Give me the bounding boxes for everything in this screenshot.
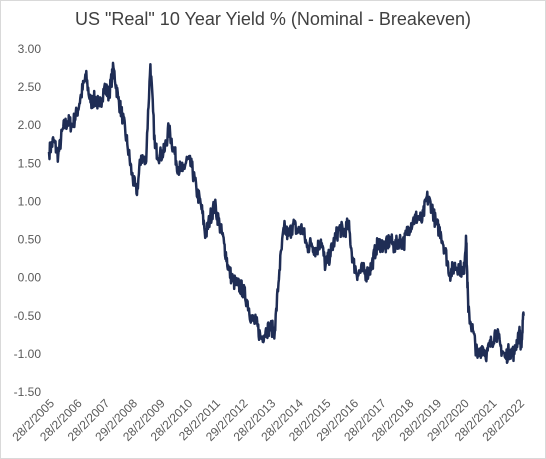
y-tick-label: 1.00: [18, 194, 42, 208]
y-tick-label: 2.00: [18, 118, 42, 132]
series-line-real-yield: [47, 61, 525, 365]
y-tick-label: 2.50: [18, 80, 42, 94]
plot-area: [47, 61, 525, 365]
y-axis: 3.00 2.50 2.00 1.50 1.00 0.50 0.00 -0.50 -1.00 -1…: [14, 42, 42, 399]
y-tick-label: -1.00: [14, 347, 42, 361]
x-axis: 28/2/200528/2/200628/2/200729/2/200828/2…: [9, 396, 527, 444]
y-tick-label: 3.00: [18, 42, 42, 56]
y-tick-label: 1.50: [18, 156, 42, 170]
y-tick-label: -1.50: [14, 385, 42, 399]
chart-title: US "Real" 10 Year Yield % (Nominal - Bre…: [75, 9, 471, 29]
y-tick-label: -0.50: [14, 309, 42, 323]
y-tick-label: 0.00: [18, 271, 42, 285]
y-tick-label: 0.50: [18, 233, 42, 247]
